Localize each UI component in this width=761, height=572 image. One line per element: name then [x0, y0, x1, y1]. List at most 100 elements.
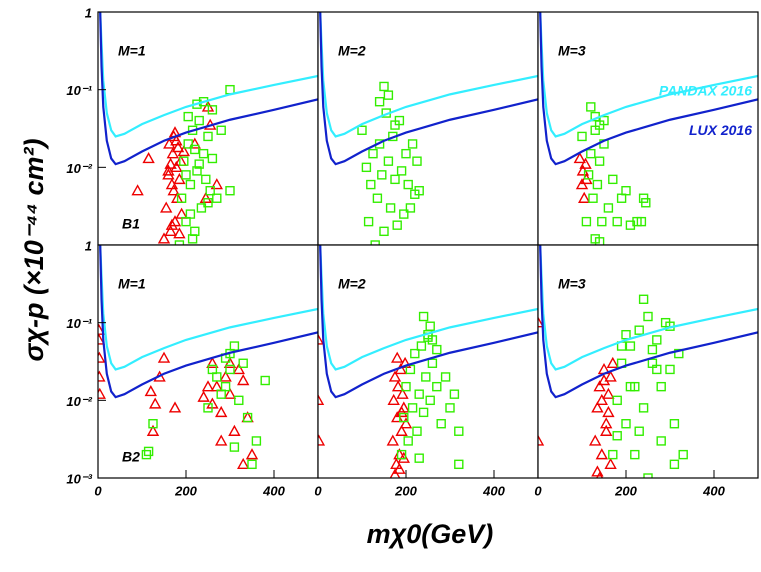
plot-area [99, 12, 318, 245]
triangle-point [199, 191, 212, 203]
panel-label: M=2 [338, 276, 366, 292]
plot-area [98, 245, 318, 470]
panel-label: M=1 [118, 43, 146, 59]
curve [319, 12, 538, 138]
square-point [407, 403, 418, 413]
square-point [399, 209, 409, 219]
square-point [414, 453, 424, 463]
triangle-point [600, 417, 613, 429]
square-point [588, 193, 598, 203]
square-point [621, 186, 631, 196]
square-point [390, 174, 400, 185]
x-tick-label: 400 [702, 483, 725, 498]
square-point [225, 364, 235, 375]
square-point [148, 419, 158, 429]
square-point [207, 364, 218, 375]
triangle-point [142, 152, 155, 164]
square-point [421, 372, 431, 382]
triangle-point [144, 385, 157, 397]
triangle-point [166, 147, 179, 159]
square-point [454, 459, 464, 470]
square-point [407, 139, 418, 149]
panel-label: M=1 [118, 276, 146, 292]
square-point [592, 179, 603, 190]
square-point [432, 344, 442, 355]
square-point [425, 321, 435, 331]
triangle-point [157, 351, 171, 363]
square-point [181, 170, 191, 180]
square-point [594, 156, 605, 166]
square-point [196, 203, 207, 213]
square-point [190, 144, 200, 155]
square-point [194, 159, 204, 169]
square-point [383, 156, 394, 166]
square-point [643, 473, 653, 478]
square-point [594, 237, 605, 245]
triangle-point [578, 191, 591, 203]
curve [539, 245, 758, 371]
x-tick-label: 0 [314, 483, 322, 498]
y-tick-label: 10⁻² [66, 394, 92, 409]
square-point [143, 446, 154, 457]
square-point [638, 294, 649, 304]
square-point [207, 153, 218, 164]
y-tick-label: 10⁻² [66, 161, 92, 176]
square-point [405, 203, 416, 213]
square-point [377, 170, 387, 180]
square-point [436, 419, 446, 429]
square-point [216, 125, 226, 135]
square-point [363, 216, 374, 227]
square-point [379, 226, 389, 237]
triangle-point [386, 434, 399, 446]
triangle-point [318, 333, 325, 345]
square-point [192, 166, 202, 176]
triangle-point [173, 227, 186, 239]
triangle-point [98, 387, 106, 399]
square-point [234, 395, 244, 406]
triangle-point [591, 401, 604, 413]
square-point [634, 426, 644, 436]
x-tick-label: 0 [94, 483, 102, 498]
square-point [586, 102, 596, 112]
square-point [174, 240, 185, 245]
square-point [641, 198, 651, 208]
x-tick-label: 0 [534, 483, 542, 498]
triangle-point [591, 465, 604, 477]
square-point [597, 216, 607, 227]
square-point [669, 419, 680, 429]
triangle-point [228, 424, 241, 436]
curve [319, 245, 538, 399]
square-point [390, 120, 400, 130]
square-point [625, 381, 636, 392]
triangle-point [393, 462, 406, 474]
square-point [260, 375, 270, 386]
square-point [449, 389, 460, 399]
square-point [612, 216, 622, 227]
square-point [183, 111, 193, 122]
square-point [669, 459, 680, 470]
plot-area [538, 245, 758, 478]
curve [99, 245, 318, 399]
square-point [412, 156, 422, 166]
triangle-point [573, 152, 586, 164]
square-point [581, 216, 592, 227]
triangle-point [604, 370, 617, 382]
triangle-point [602, 405, 615, 418]
square-point [399, 412, 409, 423]
x-tick-label: 200 [174, 483, 197, 498]
square-point [229, 442, 240, 452]
square-point [383, 90, 394, 100]
square-point [652, 335, 662, 345]
square-point [185, 179, 196, 190]
curve [539, 12, 758, 138]
curve [99, 245, 318, 371]
triangle-point [206, 356, 219, 368]
square-point [412, 426, 422, 436]
triangle-point [595, 393, 608, 406]
triangle-point [538, 316, 545, 328]
square-point [176, 193, 187, 203]
square-point [577, 131, 587, 142]
square-point [630, 449, 640, 460]
square-point [242, 412, 253, 423]
square-point [416, 341, 427, 351]
